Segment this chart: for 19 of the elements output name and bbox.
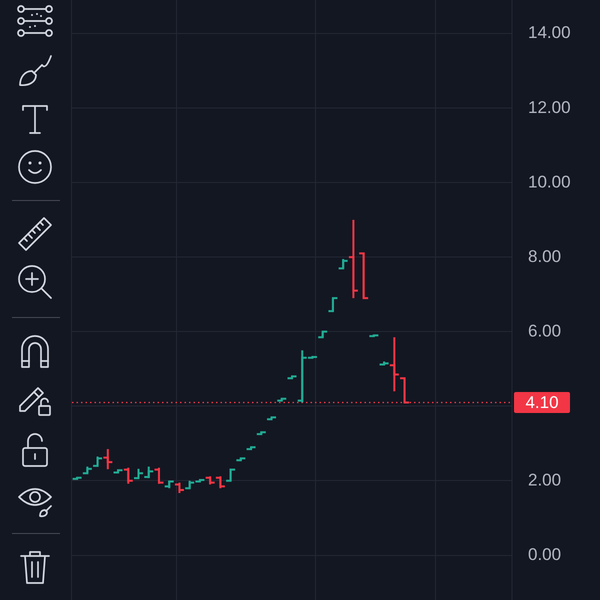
y-tick-label: 2.00 xyxy=(528,470,562,490)
y-tick-label: 14.00 xyxy=(528,23,571,42)
candlestick xyxy=(93,456,102,467)
candlestick xyxy=(103,448,112,470)
candlestick xyxy=(390,336,399,392)
candlestick xyxy=(216,475,225,490)
candlestick xyxy=(338,258,348,270)
candlestick xyxy=(328,297,338,312)
y-tick-label: 12.00 xyxy=(528,98,571,117)
candlestick xyxy=(226,468,236,482)
ref-line-label: 4.10 xyxy=(525,393,559,412)
candlestick xyxy=(124,466,133,485)
candlestick xyxy=(174,482,184,494)
candlestick xyxy=(154,466,164,485)
y-tick-label: 10.00 xyxy=(528,172,571,192)
y-tick-label: 0.00 xyxy=(528,544,562,564)
candlestick xyxy=(134,468,144,480)
y-tick-label: 8.00 xyxy=(528,246,562,266)
y-tick-label: 6.00 xyxy=(528,321,562,340)
